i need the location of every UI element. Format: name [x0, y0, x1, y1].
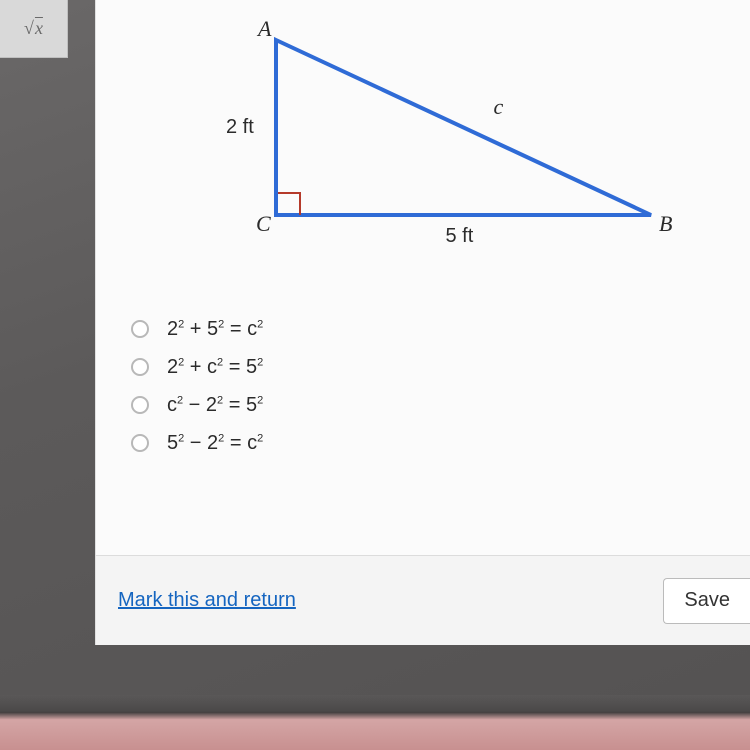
- triangle-diagram: A B C 2 ft 5 ft c: [156, 15, 676, 275]
- answer-choices: 22 + 52 = c2 22 + c2 = 52 c2 − 22 = 52 52 −…: [131, 310, 263, 462]
- triangle-svg: [156, 15, 676, 275]
- side-label-ab: c: [494, 94, 504, 120]
- answer-choice[interactable]: 52 − 22 = c2: [131, 424, 263, 462]
- radio-icon[interactable]: [131, 434, 149, 452]
- choice-formula: 22 + c2 = 52: [167, 356, 263, 379]
- mark-and-return-link[interactable]: Mark this and return: [118, 589, 296, 612]
- radio-icon[interactable]: [131, 396, 149, 414]
- footer-bar: Mark this and return Save: [95, 555, 750, 645]
- choice-formula: 52 − 22 = c2: [167, 432, 263, 455]
- sqrt-icon: √x: [24, 18, 43, 39]
- vertex-label-a: A: [258, 16, 271, 42]
- answer-choice[interactable]: 22 + 52 = c2: [131, 310, 263, 348]
- choice-formula: 22 + 52 = c2: [167, 318, 263, 341]
- vertex-label-b: B: [659, 211, 672, 237]
- side-label-ac: 2 ft: [226, 116, 254, 139]
- side-label-cb: 5 ft: [446, 225, 474, 248]
- save-button[interactable]: Save: [663, 578, 750, 624]
- question-panel: A B C 2 ft 5 ft c 22 + 52 = c2 22 + c2 = …: [95, 0, 750, 555]
- equation-editor-button[interactable]: √x: [0, 0, 68, 58]
- screen-background: √x A B C 2 ft 5 ft c 22 + 52 = c2 22 + c2…: [0, 0, 750, 750]
- radio-icon[interactable]: [131, 358, 149, 376]
- radio-icon[interactable]: [131, 320, 149, 338]
- vertex-label-c: C: [256, 211, 271, 237]
- desk-edge: [0, 695, 750, 750]
- choice-formula: c2 − 22 = 52: [167, 394, 263, 417]
- answer-choice[interactable]: 22 + c2 = 52: [131, 348, 263, 386]
- answer-choice[interactable]: c2 − 22 = 52: [131, 386, 263, 424]
